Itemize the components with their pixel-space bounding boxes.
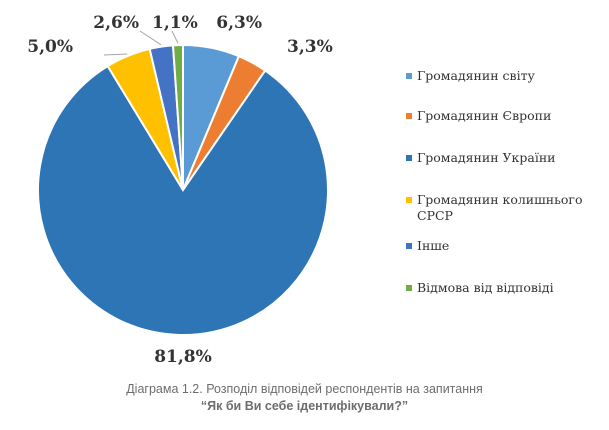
legend-item-5: Інше	[406, 238, 609, 254]
legend-swatch-6	[406, 285, 412, 291]
chart-caption: Діаграма 1.2. Розподіл відповідей респон…	[0, 381, 609, 415]
legend-swatch-1	[406, 73, 412, 79]
legend-item-3: Громадянин України	[406, 150, 609, 166]
legend-swatch-5	[406, 243, 412, 249]
legend-label-2: Громадянин Європи	[417, 108, 552, 123]
legend-item-2: Громадянин Європи	[406, 108, 609, 124]
data-label-6: 1,1%	[152, 13, 198, 33]
legend-swatch-2	[406, 113, 412, 119]
legend-label-5: Інше	[417, 238, 450, 253]
caption-line-1: Діаграма 1.2. Розподіл відповідей респон…	[126, 382, 483, 396]
pie-chart: 6,3% 3,3% 81,8% 5,0% 2,6% 1,1%	[27, 13, 333, 367]
legend-item-1: Громадянин світу	[406, 68, 609, 84]
leader-line-4	[103, 53, 128, 56]
legend-label-1: Громадянин світу	[417, 68, 535, 83]
pie-slice-3	[36, 64, 329, 336]
legend-swatch-4	[406, 197, 412, 203]
data-label-5: 2,6%	[93, 13, 139, 33]
legend-item-4: Громадянин колишнього СРСР	[406, 192, 592, 224]
legend-item-6: Відмова від відповіді	[406, 280, 609, 296]
data-label-1: 6,3%	[216, 13, 262, 33]
leader-line-5	[139, 30, 162, 46]
leader-line-6	[171, 30, 179, 44]
legend-label-3: Громадянин України	[417, 150, 556, 165]
data-label-4: 5,0%	[27, 37, 73, 57]
legend-swatch-3	[406, 155, 412, 161]
data-label-3: 81,8%	[154, 347, 212, 367]
legend-label-6: Відмова від відповіді	[417, 280, 554, 295]
data-label-2: 3,3%	[287, 37, 333, 57]
pie-chart-svg: 6,3% 3,3% 81,8% 5,0% 2,6% 1,1%	[27, 13, 333, 367]
caption-line-2: “Як би Ви себе ідентифікували?”	[200, 399, 409, 413]
legend-label-4: Громадянин колишнього СРСР	[417, 192, 583, 223]
pie-slice-6	[171, 43, 184, 191]
